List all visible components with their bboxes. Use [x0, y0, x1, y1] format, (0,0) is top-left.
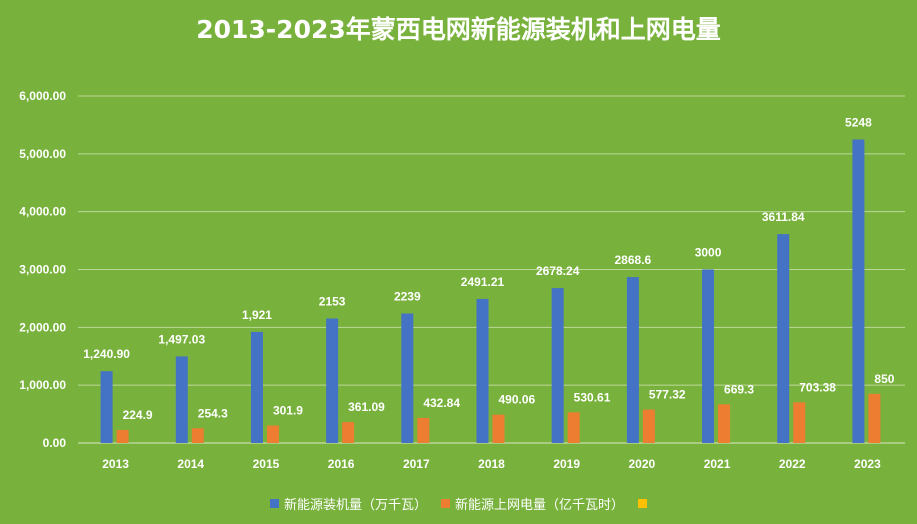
x-tick-label: 2022 [779, 457, 806, 471]
x-axis: 2013 2014 2015 2016 2017 2018 2019 2020 2021 2022… [102, 457, 881, 471]
x-tick-label: 2014 [177, 457, 204, 471]
data-label-installed: 1,497.03 [158, 332, 205, 346]
bar-generation [342, 422, 355, 443]
data-label-generation: 254.3 [198, 406, 228, 420]
x-tick-label: 2016 [328, 457, 355, 471]
data-label-generation: 432.84 [423, 396, 460, 410]
bar-installed [626, 277, 639, 443]
bar-generation [492, 414, 505, 443]
y-tick-label: 4,000.00 [19, 205, 66, 219]
legend-swatch-third [638, 499, 648, 508]
bar-generation [793, 402, 806, 443]
bar-generation [567, 412, 580, 443]
bar-installed [852, 139, 865, 443]
bar-generation [266, 425, 279, 443]
data-label-generation: 301.9 [273, 404, 303, 418]
bar-installed [476, 298, 489, 443]
bar-installed [702, 269, 715, 443]
legend-item-third[interactable] [638, 494, 648, 513]
legend: 新能源装机量（万千瓦） 新能源上网电量（亿千瓦时） [0, 494, 917, 513]
bar-installed [551, 288, 564, 443]
y-tick-label: 6,000.00 [19, 89, 66, 103]
data-label-installed: 3000 [695, 246, 722, 260]
x-tick-label: 2013 [102, 457, 129, 471]
y-tick-label: 3,000.00 [19, 263, 66, 277]
gridlines [78, 95, 905, 444]
x-tick-label: 2017 [403, 457, 430, 471]
data-label-installed: 2491.21 [461, 275, 505, 289]
bar-installed [777, 234, 790, 443]
legend-swatch-generation [441, 499, 450, 508]
x-tick-label: 2018 [478, 457, 505, 471]
data-label-generation: 361.09 [348, 400, 385, 414]
data-label-installed: 2868.6 [615, 253, 652, 267]
y-tick-label: 5,000.00 [19, 147, 66, 161]
bar-installed [250, 331, 263, 443]
bar-installed [326, 318, 339, 443]
data-label-installed: 3611.84 [762, 210, 805, 224]
legend-item-installed[interactable]: 新能源装机量（万千瓦） [269, 494, 427, 513]
bars [100, 139, 881, 443]
bar-installed [100, 371, 113, 443]
data-label-generation: 850 [874, 372, 894, 386]
legend-swatch-installed [269, 499, 279, 508]
legend-label-generation: 新能源上网电量（亿千瓦时） [455, 498, 625, 513]
y-tick-label: 2,000.00 [19, 320, 66, 334]
data-label-generation: 530.61 [574, 390, 611, 404]
data-label-installed: 2239 [394, 290, 421, 304]
chart-title: 2013-2023年蒙西电网新能源装机和上网电量 [196, 15, 721, 44]
bar-installed [175, 356, 188, 443]
bar-installed [401, 313, 414, 443]
bar-generation [417, 417, 430, 443]
bar-generation [116, 429, 129, 443]
data-label-generation: 703.38 [799, 380, 836, 394]
bar-generation [642, 409, 655, 443]
data-label-generation: 490.06 [499, 393, 536, 407]
legend-item-generation[interactable]: 新能源上网电量（亿千瓦时） [441, 494, 624, 513]
data-label-generation: 224.9 [123, 408, 153, 422]
data-label-installed: 1,921 [242, 308, 272, 322]
y-tick-label: 0.00 [43, 436, 67, 450]
data-label-installed: 2678.24 [536, 264, 580, 278]
bar-generation [191, 428, 204, 443]
bar-generation [718, 404, 731, 443]
data-label-installed: 2153 [319, 294, 346, 308]
data-labels: 1,240.90 224.9 1,497.03 254.3 1,921 301.9 2153… [83, 115, 895, 422]
data-label-generation: 577.32 [649, 388, 686, 402]
data-label-installed: 1,240.90 [83, 347, 130, 361]
x-tick-label: 2023 [854, 457, 881, 471]
data-label-generation: 669.3 [724, 382, 754, 396]
x-tick-label: 2020 [629, 457, 656, 471]
bar-generation [868, 393, 881, 443]
x-tick-label: 2021 [704, 457, 731, 471]
legend-label-installed: 新能源装机量（万千瓦） [283, 498, 427, 513]
y-axis: 0.00 1,000.00 2,000.00 3,000.00 4,000.00 5,00… [19, 89, 66, 450]
data-label-installed: 5248 [845, 115, 872, 129]
x-tick-label: 2019 [553, 457, 580, 471]
x-tick-label: 2015 [253, 457, 280, 471]
y-tick-label: 1,000.00 [19, 378, 66, 392]
